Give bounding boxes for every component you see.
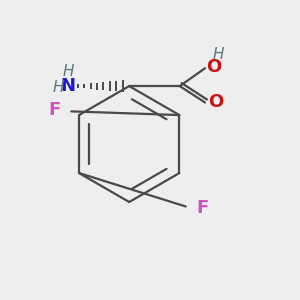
Text: O: O bbox=[208, 93, 223, 111]
Text: O: O bbox=[206, 58, 222, 76]
Text: F: F bbox=[196, 199, 208, 217]
Text: N: N bbox=[61, 77, 76, 95]
Text: H: H bbox=[213, 47, 224, 62]
Text: H: H bbox=[52, 80, 64, 95]
Text: H: H bbox=[62, 64, 74, 79]
Text: F: F bbox=[49, 101, 61, 119]
